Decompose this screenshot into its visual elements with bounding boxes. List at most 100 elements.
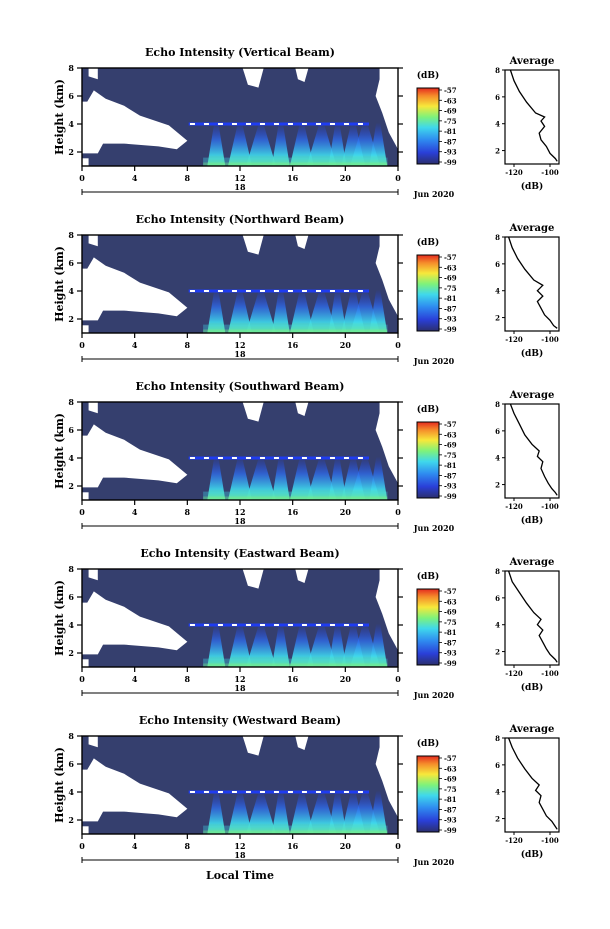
convective-plume (306, 122, 337, 166)
colorbar-tick-label: -81 (444, 628, 457, 637)
average-x-tick-label: -100 (541, 836, 559, 845)
x-tick-label: 16 (287, 507, 299, 517)
colorbar-unit: (dB) (417, 738, 439, 749)
average-profile-line (509, 69, 558, 162)
lower-echo-band (203, 830, 388, 834)
no-data-region (242, 402, 264, 422)
colorbar-tick-label: -63 (444, 263, 457, 272)
convective-plume (271, 289, 290, 333)
date-label: Jun 2020 (413, 523, 455, 533)
average-y-tick-label: 6 (495, 761, 500, 770)
convective-plume (306, 790, 337, 834)
convective-plume (246, 289, 277, 333)
no-data-region (82, 424, 188, 488)
average-frame (504, 737, 560, 833)
no-data-region (82, 257, 188, 321)
convective-plume (328, 456, 347, 500)
average-x-tick-label: -120 (505, 669, 523, 678)
convective-plume (306, 623, 337, 667)
average-x-tick-label: -120 (505, 335, 523, 344)
panel-title: Echo Intensity (Eastward Beam) (140, 547, 339, 560)
average-profile-line (509, 403, 558, 496)
average-y-tick-label: 4 (495, 788, 500, 797)
average-profile-line (507, 236, 558, 329)
convective-plume (289, 790, 314, 834)
average-y-tick-label: 8 (495, 400, 500, 409)
x-tick-label: 0 (395, 507, 401, 517)
convective-plume (271, 623, 290, 667)
average-y-tick-label: 8 (495, 734, 500, 743)
average-y-tick-label: 2 (495, 648, 500, 657)
average-y-tick-label: 2 (495, 314, 500, 323)
y-tick-label: 4 (68, 119, 74, 129)
convective-plume (369, 456, 388, 500)
x-tick-label: 12 (234, 507, 245, 517)
convective-plume (369, 289, 388, 333)
average-y-tick-label: 6 (495, 594, 500, 603)
day-label: 18 (234, 850, 246, 860)
colorbar (416, 87, 440, 165)
convective-plume (369, 790, 388, 834)
day-label: 18 (234, 516, 246, 526)
no-data-region (82, 492, 89, 500)
x-tick-label: 0 (395, 841, 401, 851)
x-tick-label: 8 (185, 173, 191, 183)
x-tick-label: 0 (79, 841, 85, 851)
x-tick-label: 16 (287, 674, 299, 684)
colorbar-unit: (dB) (417, 70, 439, 81)
convective-plume (271, 122, 290, 166)
y-tick-label: 8 (68, 397, 74, 407)
average-xlabel: (dB) (521, 348, 543, 359)
average-title: Average (509, 724, 555, 735)
average-y-tick-label: 6 (495, 427, 500, 436)
panel-title: Echo Intensity (Vertical Beam) (145, 46, 335, 59)
colorbar-tick-label: -99 (444, 659, 457, 668)
colorbar-tick-label: -87 (444, 471, 457, 480)
colorbar-tick-label: -93 (444, 649, 457, 658)
colorbar-tick-label: -81 (444, 461, 457, 470)
x-tick-label: 4 (132, 674, 138, 684)
panel-title: Echo Intensity (Northward Beam) (136, 213, 345, 226)
average-x-tick-label: -100 (541, 168, 559, 177)
colorbar-tick-label: -57 (444, 86, 457, 95)
y-tick-label: 4 (68, 787, 74, 797)
colorbar (416, 588, 440, 666)
day-label: 18 (234, 349, 246, 359)
colorbar-tick-label: -69 (444, 274, 457, 283)
x-tick-label: 0 (395, 674, 401, 684)
colorbar-tick-label: -99 (444, 158, 457, 167)
colorbar-tick-label: -99 (444, 325, 457, 334)
colorbar-tick-label: -69 (444, 608, 457, 617)
convective-plume (328, 790, 347, 834)
colorbar-tick-label: -87 (444, 638, 457, 647)
no-data-region (242, 235, 264, 255)
lower-echo-band (203, 663, 388, 667)
lower-echo-band (203, 491, 388, 500)
panel-1: Echo Intensity (Northward Beam)2468Heigh… (53, 213, 560, 366)
convective-plume (207, 289, 226, 333)
convective-plume (328, 122, 347, 166)
colorbar-unit: (dB) (417, 237, 439, 248)
colorbar-tick-label: -69 (444, 441, 457, 450)
average-title: Average (509, 223, 555, 234)
no-data-region (295, 569, 309, 583)
average-y-tick-label: 2 (495, 815, 500, 824)
average-y-tick-label: 4 (495, 120, 500, 129)
x-tick-label: 16 (287, 340, 299, 350)
no-data-region (375, 68, 398, 150)
convective-plume (228, 456, 252, 500)
average-y-tick-label: 4 (495, 454, 500, 463)
x-axis-label: Local Time (206, 869, 274, 882)
colorbar-tick-label: -75 (444, 451, 457, 460)
x-tick-label: 0 (79, 674, 85, 684)
panel-title: Echo Intensity (Southward Beam) (136, 380, 345, 393)
no-data-region (88, 235, 98, 247)
y-tick-label: 8 (68, 230, 74, 240)
no-data-region (295, 68, 309, 82)
colorbar-tick-label: -57 (444, 420, 457, 429)
colorbar-tick-label: -87 (444, 137, 457, 146)
average-title: Average (509, 56, 555, 67)
no-data-region (295, 736, 309, 750)
convective-plume (246, 122, 277, 166)
average-y-tick-label: 2 (495, 481, 500, 490)
